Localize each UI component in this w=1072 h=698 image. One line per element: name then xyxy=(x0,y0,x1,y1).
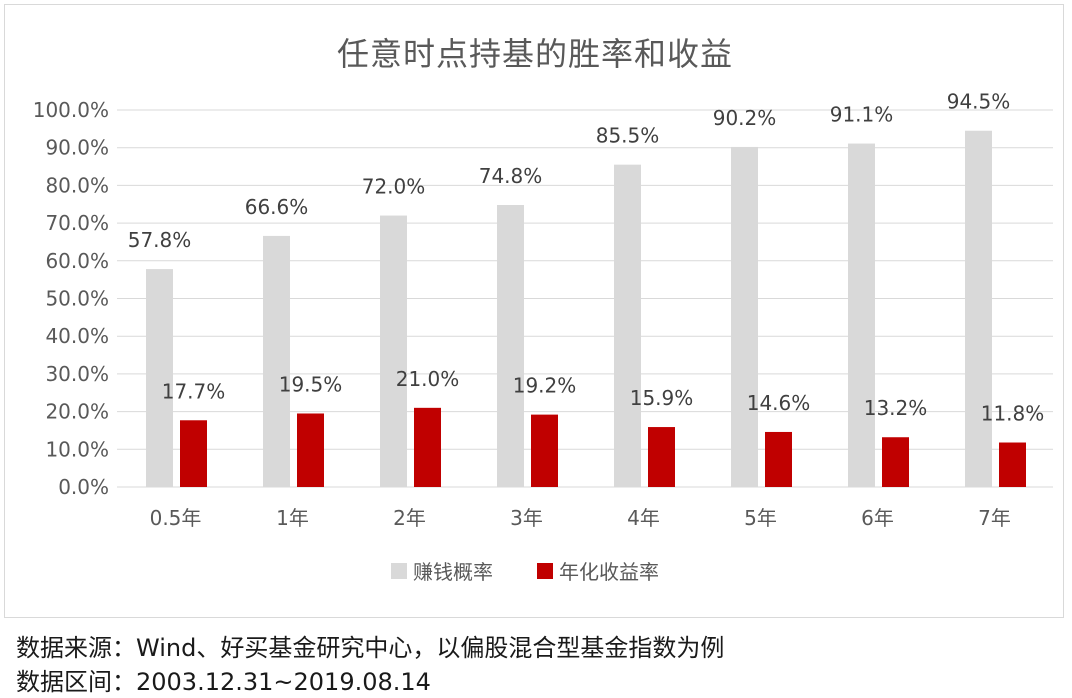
data-range-note: 数据区间：2003.12.31~2019.08.14 xyxy=(16,668,431,696)
data-label: 90.2% xyxy=(713,106,777,130)
x-tick-label: 5年 xyxy=(744,506,777,530)
x-tick-label: 4年 xyxy=(627,506,660,530)
bar-annual-return xyxy=(648,427,675,487)
y-tick-label: 20.0% xyxy=(45,400,109,424)
y-tick-label: 60.0% xyxy=(45,249,109,273)
bar-annual-return xyxy=(180,420,207,487)
bar-win-rate xyxy=(965,130,992,488)
legend-swatch xyxy=(537,563,553,579)
data-label: 19.2% xyxy=(513,374,577,398)
bar-win-rate xyxy=(614,164,641,488)
data-label: 19.5% xyxy=(279,372,343,396)
bar-annual-return xyxy=(531,414,558,487)
bar-chart: 0.0% 10.0% 20.0% 30.0% 40.0% 50.0% 60.0% 70.0% 8… xyxy=(33,90,1053,584)
y-tick-label: 80.0% xyxy=(45,173,109,197)
chart-title: 任意时点持基的胜率和收益 xyxy=(336,35,733,73)
data-label: 66.6% xyxy=(245,195,309,219)
data-label: 14.6% xyxy=(747,391,811,415)
bar-annual-return xyxy=(765,431,792,487)
bar-annual-return xyxy=(882,437,909,487)
data-label: 85.5% xyxy=(596,124,660,148)
bar-win-rate xyxy=(146,269,173,487)
legend-label: 赚钱概率 xyxy=(413,560,493,584)
x-tick-label: 6年 xyxy=(861,506,894,530)
chart-frame: 任意时点持基的胜率和收益 0.0% 10.0% 20.0% 30.0% 40.0% 50.… xyxy=(4,4,1064,618)
data-label: 11.8% xyxy=(981,402,1045,426)
data-label: 21.0% xyxy=(396,367,460,391)
y-tick-label: 50.0% xyxy=(45,287,109,311)
bar-annual-return xyxy=(999,442,1026,487)
y-tick-label: 0.0% xyxy=(58,475,109,499)
x-tick-label: 0.5年 xyxy=(150,506,202,530)
data-label: 15.9% xyxy=(630,386,694,410)
data-label: 13.2% xyxy=(864,396,928,420)
y-tick-label: 100.0% xyxy=(33,98,109,122)
data-source-note: 数据来源：Wind、好买基金研究中心，以偏股混合型基金指数为例 xyxy=(16,634,725,662)
x-tick-label: 1年 xyxy=(276,506,309,530)
legend-swatch xyxy=(391,563,407,579)
x-tick-label: 2年 xyxy=(393,506,426,530)
y-tick-label: 40.0% xyxy=(45,324,109,348)
data-label: 91.1% xyxy=(830,103,894,127)
bar-win-rate xyxy=(731,146,758,488)
bar-win-rate xyxy=(380,215,407,487)
x-tick-label: 3年 xyxy=(510,506,543,530)
bar-win-rate xyxy=(263,235,290,487)
bar-annual-return xyxy=(297,413,324,487)
y-tick-label: 10.0% xyxy=(45,437,109,461)
bar-win-rate xyxy=(497,205,524,487)
y-tick-label: 90.0% xyxy=(45,136,109,160)
y-tick-label: 30.0% xyxy=(45,362,109,386)
data-label: 74.8% xyxy=(479,164,543,188)
legend-label: 年化收益率 xyxy=(559,560,659,584)
x-tick-label: 7年 xyxy=(978,506,1011,530)
data-label: 17.7% xyxy=(162,379,226,403)
data-label: 57.8% xyxy=(128,228,192,252)
data-label: 94.5% xyxy=(947,90,1011,114)
bar-win-rate xyxy=(848,143,875,488)
y-tick-label: 70.0% xyxy=(45,211,109,235)
bar-annual-return xyxy=(414,407,441,487)
data-label: 72.0% xyxy=(362,175,426,199)
